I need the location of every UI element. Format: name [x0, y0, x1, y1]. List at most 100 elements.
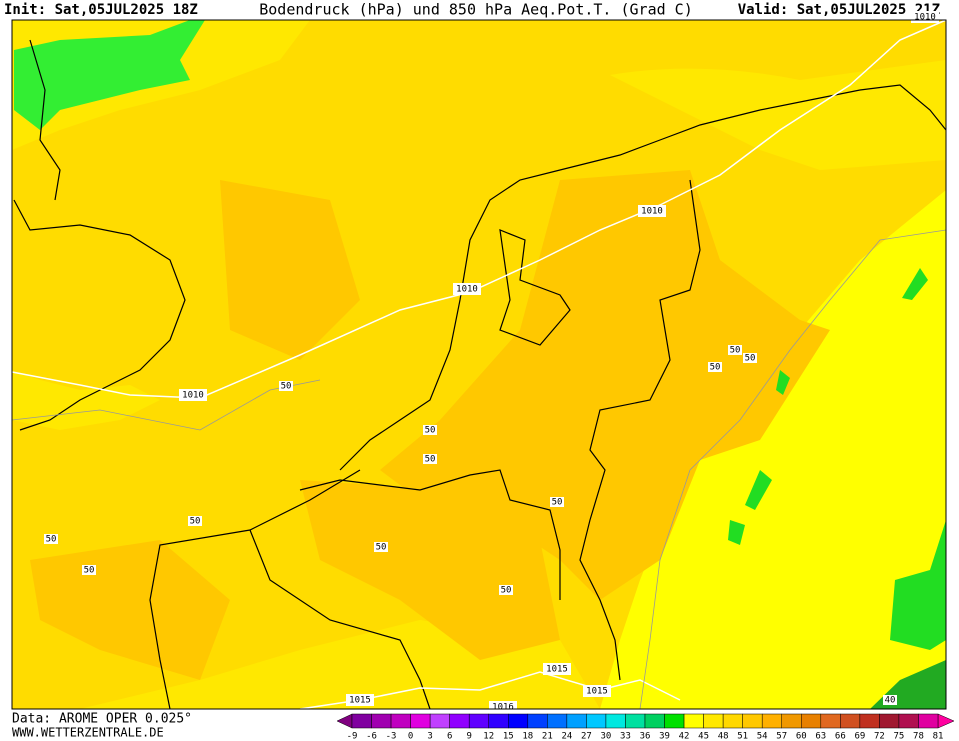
coastline — [13, 199, 186, 431]
label-box — [188, 516, 202, 526]
label-box — [453, 283, 481, 295]
legend-swatch — [801, 713, 822, 729]
legend-label: 75 — [894, 732, 905, 741]
legend-swatch — [351, 713, 372, 729]
legend-swatch — [586, 713, 607, 729]
isobar-label: 1016 — [492, 703, 514, 713]
label-box — [743, 353, 757, 363]
isobar-label: 1010 — [456, 285, 478, 295]
isobar-label: 1015 — [349, 696, 371, 706]
field-green — [902, 268, 928, 300]
label-box — [423, 425, 437, 435]
border — [149, 469, 361, 710]
legend-swatch — [625, 713, 646, 729]
map-frame — [11, 19, 947, 710]
label-box — [543, 663, 571, 675]
label-box — [346, 694, 374, 706]
theta-label: 50 — [190, 517, 201, 527]
theta-label: 50 — [425, 455, 436, 465]
legend-label: 27 — [581, 732, 592, 741]
legend-label: 3 — [427, 732, 432, 741]
isobar-label: 1010 — [641, 207, 663, 217]
legend-swatch — [547, 713, 568, 729]
legend-swatch — [508, 713, 529, 729]
legend-label: -3 — [386, 732, 397, 741]
legend-swatch — [898, 713, 919, 729]
legend-label: 45 — [698, 732, 709, 741]
field-green — [728, 370, 790, 545]
legend-label: 21 — [542, 732, 553, 741]
legend-swatch — [605, 713, 626, 729]
legend-label: 15 — [503, 732, 514, 741]
field-light — [600, 190, 946, 709]
legend-label: 78 — [913, 732, 924, 741]
label-box — [179, 389, 207, 401]
theta-label: 50 — [730, 346, 741, 356]
map-field — [12, 20, 946, 709]
legend-swatch — [781, 713, 802, 729]
border — [579, 179, 701, 681]
label-box — [583, 685, 611, 697]
legend-swatch — [527, 713, 548, 729]
label-box — [499, 585, 513, 595]
isobar-label: 1015 — [546, 665, 568, 675]
legend-swatch — [859, 713, 880, 729]
map-title: Bodendruck (hPa) und 850 hPa Aeq.Pot.T. … — [259, 1, 692, 19]
theta-label: 50 — [710, 363, 721, 373]
label-box — [708, 362, 722, 372]
theta-label: 40 — [885, 696, 896, 706]
legend-swatch — [644, 713, 665, 729]
label-box — [374, 542, 388, 552]
legend-label: 39 — [659, 732, 670, 741]
legend-label: 63 — [815, 732, 826, 741]
border — [299, 469, 561, 600]
theta-label: 50 — [501, 586, 512, 596]
legend-label: 69 — [854, 732, 865, 741]
label-box — [638, 205, 666, 217]
field-warm — [380, 170, 830, 600]
init-time: Init: Sat,05JUL2025 18Z — [4, 2, 198, 18]
legend-swatch — [840, 713, 861, 729]
valid-time: Valid: Sat,05JUL2025 21Z — [738, 2, 940, 18]
field-green — [14, 20, 205, 130]
coastline — [339, 84, 947, 471]
legend-label: 18 — [522, 732, 533, 741]
legend-swatch — [468, 713, 489, 729]
coastline — [29, 39, 61, 201]
legend-swatch — [488, 713, 509, 729]
field-green — [890, 520, 946, 650]
site-name: WWW.WETTERZENTRALE.DE — [12, 726, 164, 740]
label-box — [728, 345, 742, 355]
theta-label: 50 — [376, 543, 387, 553]
theta-contour — [639, 229, 947, 710]
border — [249, 529, 431, 710]
legend-swatch — [664, 713, 685, 729]
data-source: Data: AROME OPER 0.025° — [12, 712, 192, 727]
theta-label: 50 — [745, 354, 756, 364]
field-warm — [300, 480, 560, 660]
legend-label: 33 — [620, 732, 631, 741]
legend-swatch — [742, 713, 763, 729]
coastline — [499, 229, 571, 346]
isobar-label: 1015 — [586, 687, 608, 697]
label-box — [423, 454, 437, 464]
legend-over-arrow — [937, 713, 955, 729]
field-warm — [220, 180, 360, 360]
legend-swatch — [703, 713, 724, 729]
label-box — [489, 701, 517, 713]
theta-label: 50 — [84, 566, 95, 576]
legend-label: -6 — [366, 732, 377, 741]
legend-swatch — [429, 713, 450, 729]
label-box — [279, 381, 293, 391]
label-box — [883, 695, 897, 705]
legend-label: 54 — [757, 732, 768, 741]
legend-swatch — [879, 713, 900, 729]
theta-label: 50 — [552, 498, 563, 508]
field-light — [610, 60, 946, 170]
legend-label: 42 — [679, 732, 690, 741]
legend-swatch — [449, 713, 470, 729]
legend-under-arrow — [336, 713, 353, 729]
legend-label: 66 — [835, 732, 846, 741]
theta-label: 50 — [46, 535, 57, 545]
